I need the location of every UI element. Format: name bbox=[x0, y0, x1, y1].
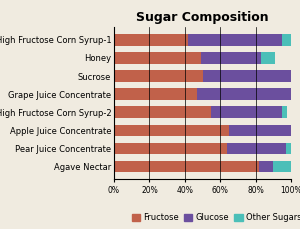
Bar bbox=[114, 88, 197, 100]
Legend: Fructose, Glucose, Other Sugars: Fructose, Glucose, Other Sugars bbox=[128, 210, 300, 226]
Bar bbox=[114, 70, 202, 82]
Bar bbox=[286, 142, 291, 154]
Bar bbox=[114, 161, 259, 172]
Bar bbox=[282, 106, 287, 118]
Bar bbox=[114, 52, 201, 64]
Bar bbox=[261, 52, 275, 64]
Bar bbox=[202, 70, 291, 82]
Bar bbox=[259, 161, 273, 172]
Title: Sugar Composition: Sugar Composition bbox=[136, 11, 269, 24]
Bar bbox=[273, 161, 291, 172]
Bar bbox=[114, 106, 211, 118]
Bar bbox=[282, 34, 291, 46]
Bar bbox=[114, 34, 188, 46]
Bar bbox=[188, 34, 282, 46]
Bar bbox=[227, 142, 286, 154]
Bar bbox=[211, 106, 282, 118]
Bar bbox=[197, 88, 291, 100]
Bar bbox=[201, 52, 261, 64]
Bar bbox=[229, 125, 291, 136]
Bar bbox=[114, 142, 227, 154]
Bar bbox=[114, 125, 229, 136]
